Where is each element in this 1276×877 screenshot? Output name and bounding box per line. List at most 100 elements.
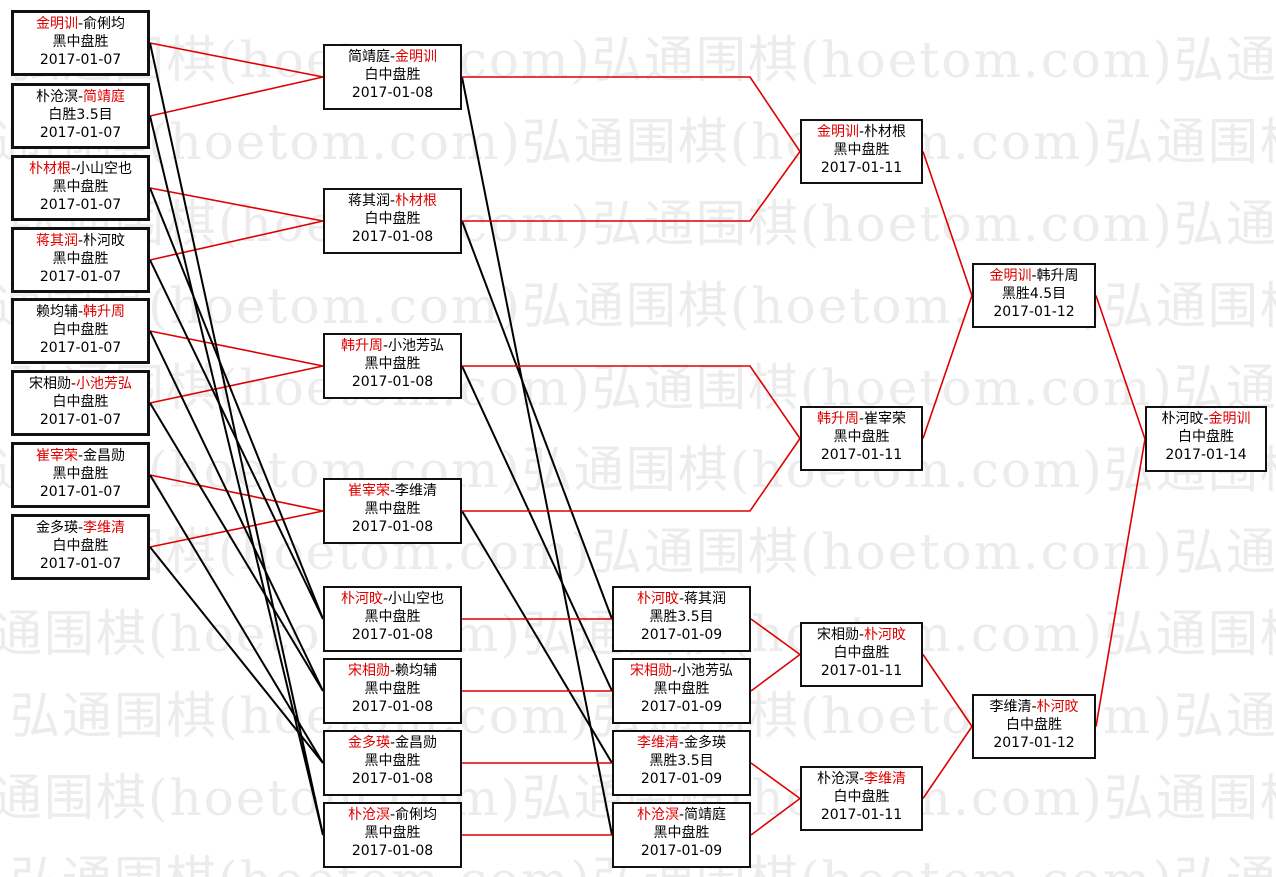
winner-name: 金明训 [395,49,438,65]
game-players: 崔宰荣-李维清 [325,482,460,500]
winner-advance-line [462,76,801,152]
winner-advance-line [149,220,324,261]
game-result: 黑中盘胜 [364,681,421,697]
winner-advance-line [922,726,973,799]
game-players: 朴沧溟-简靖庭 [14,88,147,106]
game-result: 黑中盘胜 [52,251,109,267]
game-box-l2a: 朴河旼-蒋其润 黑胜3.5目 2017-01-09 [612,586,751,652]
game-players: 赖均辅-韩升周 [14,303,147,321]
separator: - [1203,411,1209,427]
game-box-r1h: 金多瑛-李维清 白中盘胜 2017-01-07 [11,514,150,580]
loser-name: 小山空也 [388,591,445,607]
game-date: 2017-01-08 [351,771,434,787]
game-result: 黑中盘胜 [52,466,109,482]
game-date: 2017-01-07 [39,197,122,213]
winner-name: 崔宰荣 [347,483,390,499]
winner-name: 金明训 [816,124,859,140]
game-date: 2017-01-07 [39,340,122,356]
game-box-l1a: 朴河旼-小山空也 黑中盘胜 2017-01-08 [323,586,462,652]
game-result: 白中盘胜 [52,538,109,554]
game-box-r1e: 赖均辅-韩升周 白中盘胜 2017-01-07 [11,298,150,364]
winner-advance-line [922,151,973,296]
winner-advance-line [149,330,324,367]
winner-name: 金明训 [989,268,1032,284]
separator: - [858,627,865,643]
loser-name: 蒋其润 [347,193,390,209]
winner-name: 金明训 [1208,411,1251,427]
game-players: 朴材根-小山空也 [14,160,147,178]
loser-name: 简靖庭 [347,49,390,65]
game-box-r1d: 蒋其润-朴河旼 黑中盘胜 2017-01-07 [11,227,150,293]
game-date: 2017-01-08 [351,843,434,859]
game-box-r1g: 崔宰荣-金昌勋 黑中盘胜 2017-01-07 [11,442,150,508]
game-date: 2017-01-09 [640,699,723,715]
separator: - [678,735,685,751]
separator: - [858,411,865,427]
loser-name: 小池芳弘 [677,663,734,679]
winner-name: 朴河旼 [864,627,907,643]
game-result: 白中盘胜 [833,645,890,661]
loser-name: 小山空也 [76,161,133,177]
game-date: 2017-01-09 [640,843,723,859]
loser-name: 赖均辅 [395,663,438,679]
game-players: 李维清-金多瑛 [614,734,749,752]
winner-name: 韩升周 [340,338,383,354]
game-players: 宋相勋-小池芳弘 [614,662,749,680]
game-box-r3a: 金明训-朴材根 黑中盘胜 2017-01-11 [800,119,923,184]
loser-name: 朴沧溟 [816,771,859,787]
game-date: 2017-01-08 [351,85,434,101]
loser-drop-line [149,330,324,692]
loser-name: 金多瑛 [35,520,78,536]
winner-name: 金多瑛 [347,735,390,751]
loser-name: 金昌勋 [83,448,126,464]
separator: - [858,124,865,140]
loser-name: 宋相勋 [816,627,859,643]
separator: - [678,591,685,607]
game-box-r2c: 韩升周-小池芳弘 黑中盘胜 2017-01-08 [323,333,462,399]
separator: - [389,49,396,65]
separator: - [1031,699,1037,715]
loser-drop-line [149,187,324,620]
loser-name: 蒋其润 [684,591,727,607]
loser-name: 朴河旼 [1161,411,1204,427]
game-result: 黑中盘胜 [833,429,890,445]
loser-drop-line [461,220,613,620]
winner-name: 朴沧溟 [636,807,679,823]
loser-name: 俞俐均 [83,16,126,32]
separator: - [77,448,84,464]
game-result: 黑胜3.5目 [649,753,714,769]
game-box-l2c: 李维清-金多瑛 黑胜3.5目 2017-01-09 [612,730,751,796]
game-players: 简靖庭-金明训 [325,48,460,66]
game-result: 黑中盘胜 [364,356,421,372]
game-players: 韩升周-崔宰荣 [802,410,921,428]
loser-drop-line [149,259,324,620]
winner-name: 蒋其润 [35,233,78,249]
game-result: 黑中盘胜 [364,825,421,841]
game-date: 2017-01-11 [820,663,903,679]
game-date: 2017-01-07 [39,556,122,572]
separator: - [70,161,77,177]
separator: - [389,735,396,751]
winner-advance-line [750,762,801,800]
game-result: 黑中盘胜 [653,825,710,841]
winner-advance-line [922,295,973,439]
separator: - [678,807,685,823]
separator: - [858,771,865,787]
game-players: 蒋其润-朴河旼 [14,232,147,250]
winner-name: 小池芳弘 [76,376,133,392]
game-result: 白中盘胜 [364,211,421,227]
winner-name: 朴河旼 [636,591,679,607]
loser-name: 小池芳弘 [388,338,445,354]
game-players: 韩升周-小池芳弘 [325,337,460,355]
winner-name: 朴材根 [395,193,438,209]
game-players: 金明训-俞俐均 [14,15,147,33]
game-players: 金明训-朴材根 [802,123,921,141]
game-players: 朴河旼-金明训 [1147,410,1265,428]
winner-name: 韩升周 [816,411,859,427]
separator: - [77,89,84,105]
game-date: 2017-01-08 [351,627,434,643]
game-players: 蒋其润-朴材根 [325,192,460,210]
winner-name: 金明训 [35,16,78,32]
separator: - [77,304,84,320]
